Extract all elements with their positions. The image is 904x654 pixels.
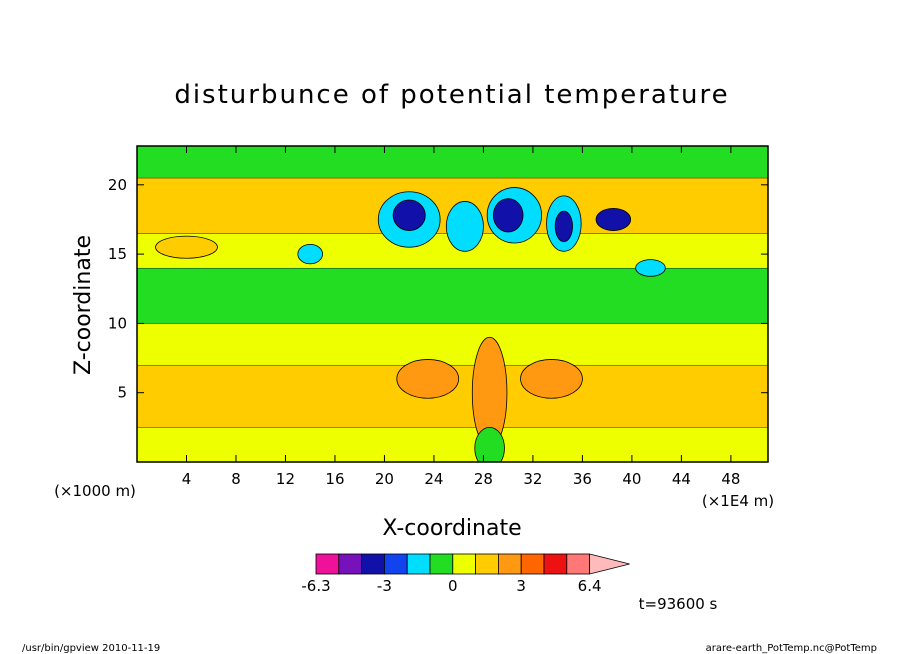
footer-right: arare-earth_PotTemp.nc@PotTemp: [706, 643, 877, 654]
contour-features: [155, 187, 666, 462]
x-tick-label: 16: [325, 470, 344, 488]
contour-feature-10: [635, 259, 666, 277]
contour-feature-3: [445, 201, 484, 252]
x-tick-label: 48: [721, 470, 740, 488]
colorbar-swatch-11: [566, 553, 590, 575]
contour-feature-5: [492, 198, 524, 233]
x-axis-ticks: 4 8 12 16 20 24 28 32 36 40 44 48: [182, 146, 740, 488]
colorbar-arrow: [589, 553, 630, 575]
colorbar-swatch-6: [452, 553, 476, 575]
contour-feature-11: [396, 359, 460, 399]
contour-band-2: [137, 323, 768, 365]
footer-left: /usr/bin/gpview 2010-11-19: [22, 643, 160, 654]
x-tick-label: 8: [231, 470, 241, 488]
colorbar-swatch-3: [383, 553, 408, 575]
y-tick-label: 15: [108, 245, 127, 263]
colorbar-tick-label: -3: [377, 577, 392, 595]
x-tick-label: 28: [474, 470, 493, 488]
colorbar-swatch-7: [475, 553, 499, 575]
contour-feature-14: [474, 426, 505, 462]
y-tick-label: 10: [108, 314, 127, 332]
contour-feature-8: [595, 207, 632, 231]
y-axis-ticks: 5 10 15 20: [108, 176, 768, 402]
x-tick-label: 4: [182, 470, 192, 488]
colorbar-tick-label: 6.4: [578, 577, 602, 595]
colorbar-swatch-4: [406, 553, 431, 575]
x-tick-label: 12: [276, 470, 295, 488]
x-unit-left: (×1000 m): [54, 482, 136, 500]
contour-band-3: [137, 267, 768, 324]
time-label: t=93600 s: [639, 595, 718, 613]
x-tick-label: 40: [622, 470, 641, 488]
x-tick-label: 24: [424, 470, 443, 488]
contour-feature-12: [520, 359, 583, 399]
y-axis-label: Z-coordinate: [71, 235, 96, 375]
colorbar-swatch-10: [543, 553, 568, 575]
colorbar-swatch-1: [338, 553, 362, 575]
x-tick-label: 44: [672, 470, 691, 488]
colorbar-tick-label: 0: [448, 577, 458, 595]
contour-band-0: [137, 427, 768, 462]
plot-frame: [136, 145, 769, 463]
colorbar-tick-label: -6.3: [301, 577, 330, 595]
x-tick-label: 32: [523, 470, 542, 488]
colorbar-swatch-2: [361, 553, 385, 575]
contour-bands: [137, 146, 768, 462]
y-tick-label: 5: [117, 384, 127, 402]
chart-title: disturbunce of potential temperature: [174, 80, 729, 110]
y-tick-label: 20: [108, 176, 127, 194]
contour-band-6: [137, 146, 768, 178]
x-unit-right: (×1E4 m): [702, 492, 774, 510]
contour-feature-7: [554, 210, 573, 243]
colorbar-swatch-9: [520, 553, 545, 575]
contour-feature-9: [297, 244, 323, 265]
x-tick-label: 36: [573, 470, 592, 488]
colorbar-swatch-8: [497, 553, 522, 575]
colorbar-tick-label: 3: [516, 577, 526, 595]
plot-area: [136, 145, 769, 463]
contour-feature-2: [392, 199, 426, 231]
contour-feature-0: [155, 235, 218, 259]
colorbar: [315, 553, 630, 575]
colorbar-labels: -6.3 -3 0 3 6.4: [301, 577, 601, 595]
colorbar-swatch-5: [429, 553, 454, 575]
x-tick-label: 20: [375, 470, 394, 488]
x-axis-label: X-coordinate: [382, 516, 521, 541]
colorbar-swatch-0: [315, 553, 340, 575]
